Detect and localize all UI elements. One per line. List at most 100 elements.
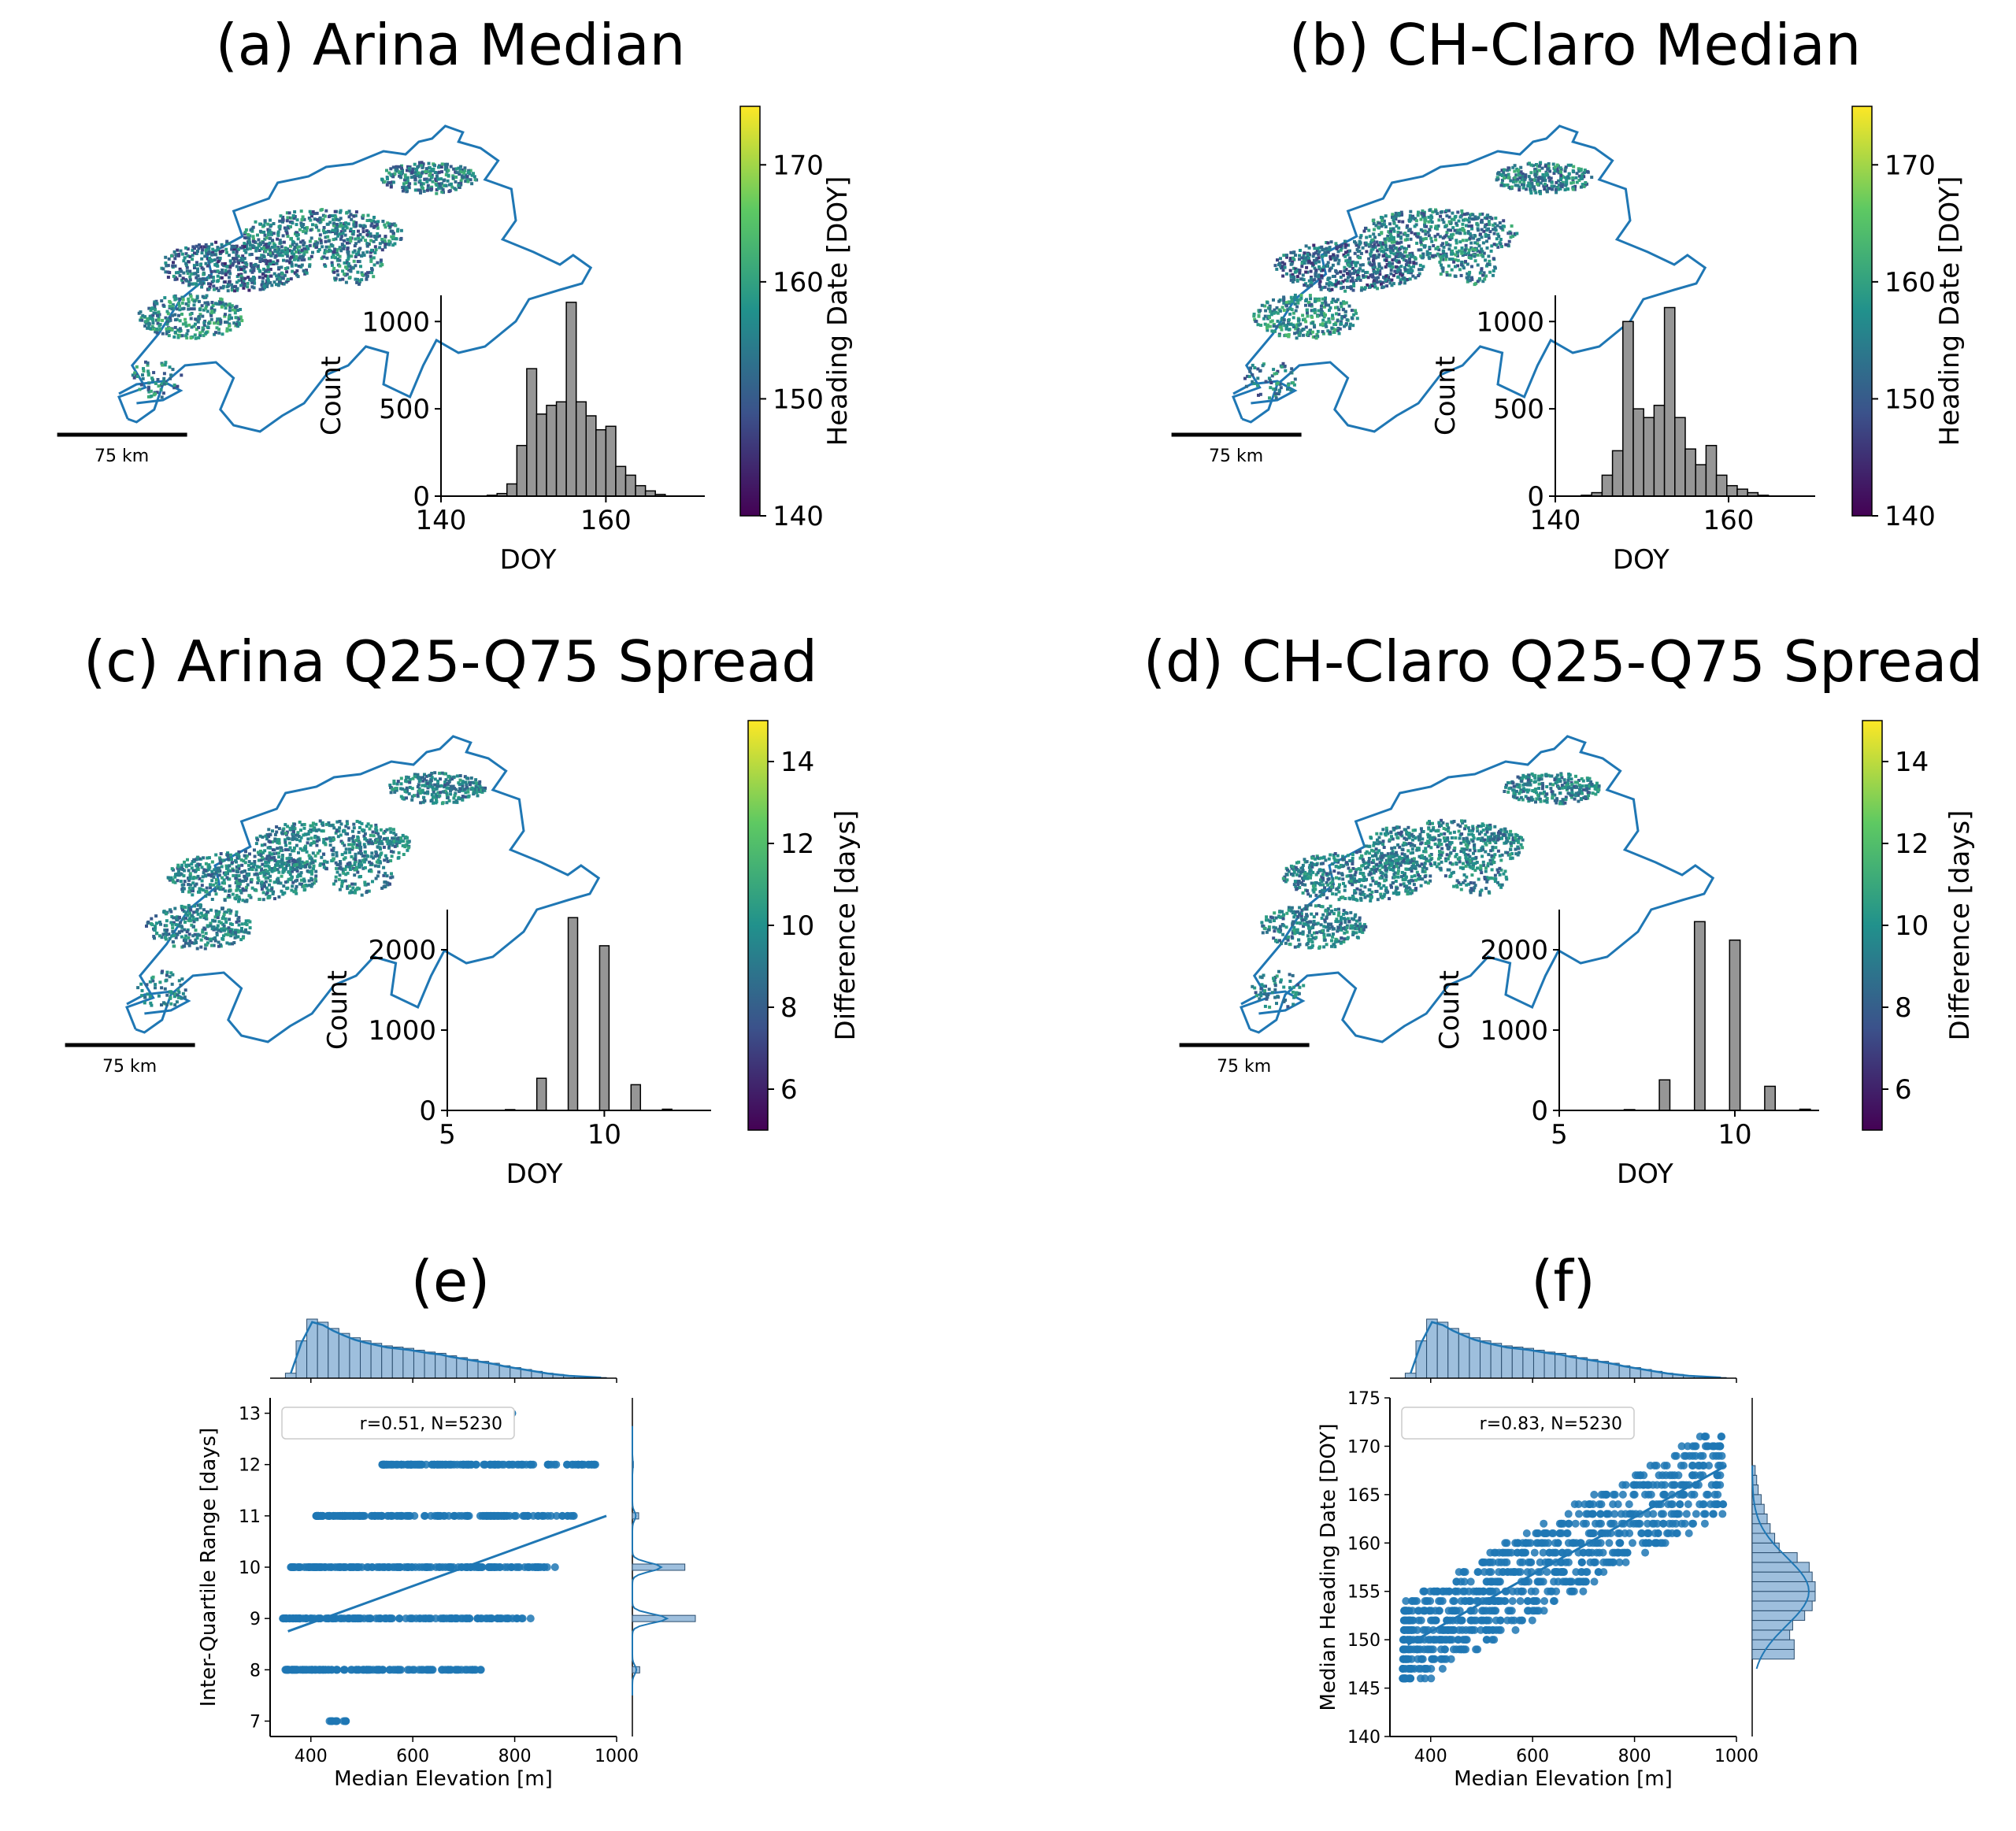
map-pixel	[1321, 286, 1325, 290]
map-pixel	[218, 252, 222, 255]
map-pixel	[1527, 175, 1531, 179]
map-pixel	[150, 307, 154, 310]
map-pixel	[355, 820, 359, 823]
map-pixel	[198, 877, 202, 880]
map-pixel	[464, 780, 468, 784]
map-pixel	[230, 288, 234, 292]
map-pixel	[1487, 236, 1491, 240]
map-pixel	[344, 265, 348, 269]
map-pixel	[1317, 265, 1321, 269]
map-pixel	[435, 174, 439, 178]
map-pixel	[1408, 214, 1412, 217]
map-pixel	[161, 332, 165, 335]
map-pixel	[1346, 272, 1349, 276]
map-pixel	[1282, 295, 1286, 299]
map-pixel	[178, 327, 182, 331]
map-pixel	[1466, 280, 1469, 284]
map-pixel	[1501, 228, 1505, 232]
map-pixel	[1436, 252, 1440, 256]
map-pixel	[1548, 169, 1552, 173]
map-pixel	[1466, 262, 1469, 266]
map-pixel	[421, 784, 424, 788]
map-pixel	[406, 176, 410, 180]
map-pixel	[1400, 213, 1404, 217]
map-pixel	[426, 187, 430, 190]
map-pixel	[454, 791, 458, 795]
map-pixel	[1454, 214, 1458, 218]
map-pixel	[261, 272, 265, 276]
map-pixel	[1282, 301, 1286, 305]
map-pixel	[155, 329, 159, 332]
map-pixel	[276, 237, 280, 241]
map-pixel	[258, 249, 261, 252]
map-pixel	[1579, 185, 1583, 189]
map-pixel	[186, 928, 190, 932]
map-pixel	[220, 301, 224, 305]
map-pixel	[201, 329, 205, 333]
map-pixel	[1498, 241, 1502, 245]
map-pixel	[317, 849, 321, 853]
map-pixel	[1441, 258, 1445, 261]
map-pixel	[306, 226, 309, 230]
map-pixel	[439, 184, 443, 188]
map-pixel	[1332, 254, 1336, 258]
map-pixel	[310, 872, 313, 876]
map-pixel	[1500, 181, 1504, 185]
map-pixel	[1453, 228, 1457, 232]
map-pixel	[1481, 254, 1485, 258]
map-pixel	[338, 826, 342, 830]
map-pixel	[1577, 174, 1581, 178]
x-tick-label: 140	[1530, 505, 1581, 536]
map-pixel	[1446, 243, 1450, 246]
map-pixel	[248, 926, 252, 930]
map-pixel	[1579, 169, 1583, 172]
map-pixel	[269, 268, 272, 271]
map-pixel	[1408, 261, 1412, 265]
map-pixel	[1312, 252, 1316, 256]
map-pixel	[1371, 272, 1374, 276]
map-pixel	[287, 870, 291, 874]
map-pixel	[205, 331, 209, 335]
map-pixel	[352, 259, 356, 263]
map-pixel	[459, 179, 463, 183]
map-pixel	[341, 227, 345, 231]
map-pixel	[349, 229, 353, 233]
map-pixel	[1492, 243, 1496, 246]
map-pixel	[1538, 165, 1542, 169]
map-pixel	[1488, 223, 1492, 227]
map-pixel	[271, 892, 275, 895]
map-pixel	[184, 252, 188, 256]
map-pixel	[411, 168, 415, 172]
map-pixel	[292, 247, 296, 251]
map-pixel	[1434, 254, 1438, 258]
map-pixel	[207, 282, 210, 286]
map-pixel	[1382, 285, 1385, 289]
map-pixel	[1304, 244, 1308, 248]
map-pixel	[275, 878, 279, 882]
map-pixel	[288, 873, 292, 876]
map-pixel	[1273, 308, 1277, 312]
map-pixel	[322, 865, 326, 869]
map-pixel	[1356, 250, 1360, 254]
map-pixel	[1466, 230, 1470, 234]
map-pixel	[1423, 229, 1427, 233]
map-pixel	[230, 928, 234, 932]
map-pixel	[446, 781, 450, 785]
map-pixel	[402, 182, 406, 186]
map-pixel	[423, 177, 427, 181]
map-pixel	[203, 873, 207, 877]
map-pixel	[239, 257, 243, 260]
map-pixel	[258, 849, 262, 853]
map-pixel	[194, 938, 198, 942]
map-pixel	[234, 929, 238, 933]
map-pixel	[336, 234, 340, 238]
map-pixel	[372, 216, 376, 219]
map-pixel	[321, 829, 325, 833]
map-pixel	[1343, 265, 1347, 269]
map-pixel	[198, 334, 202, 337]
map-pixel	[302, 848, 306, 852]
map-pixel	[364, 239, 368, 243]
map-pixel	[1451, 258, 1455, 261]
map-pixel	[1341, 273, 1345, 277]
map-pixel	[1404, 246, 1408, 250]
